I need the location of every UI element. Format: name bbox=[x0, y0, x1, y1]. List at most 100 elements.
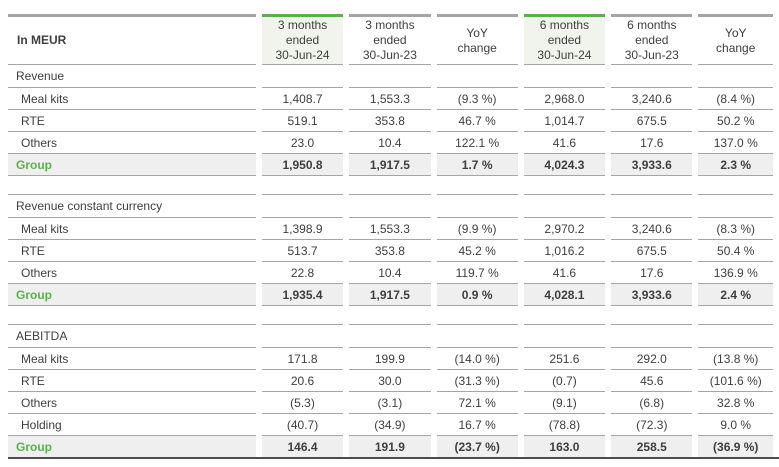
table-row: RTE 519.1 353.8 46.7 % 1,014.7 675.5 50.… bbox=[8, 110, 773, 132]
column-header-line: 30-Jun-23 bbox=[624, 48, 679, 62]
value-cell: 146.4 bbox=[261, 436, 344, 457]
value-cell: (6.8) bbox=[611, 392, 693, 414]
value-cell: 2,968.0 bbox=[523, 88, 606, 110]
value-cell: 10.4 bbox=[349, 132, 431, 154]
table-row: RTE 513.7 353.8 45.2 % 1,016.2 675.5 50.… bbox=[8, 240, 773, 262]
row-label: Others bbox=[8, 392, 256, 414]
empty-cell bbox=[611, 65, 693, 88]
value-cell: (9.9 %) bbox=[436, 218, 518, 240]
value-cell: (13.8 %) bbox=[698, 348, 773, 370]
column-header-line: YoY bbox=[724, 25, 747, 40]
value-cell: 3,933.6 bbox=[611, 154, 693, 176]
empty-cell bbox=[523, 195, 606, 218]
group-total-row: Group 146.4 191.9 (23.7 %) 163.0 258.5 (… bbox=[8, 436, 773, 457]
value-cell: (31.3 %) bbox=[436, 370, 518, 392]
empty-cell bbox=[261, 65, 344, 88]
value-cell: 4,028.1 bbox=[523, 284, 606, 306]
column-header-line: ended bbox=[373, 33, 407, 47]
empty-cell bbox=[349, 65, 431, 88]
value-cell: 1,014.7 bbox=[523, 110, 606, 132]
value-cell: 22.8 bbox=[261, 262, 344, 284]
empty-cell bbox=[698, 65, 773, 88]
value-cell: (9.3 %) bbox=[436, 88, 518, 110]
column-header-yoy-change-3m: YoY change bbox=[436, 14, 518, 65]
table-row: Meal kits 1,408.7 1,553.3 (9.3 %) 2,968.… bbox=[8, 88, 773, 110]
value-cell: 23.0 bbox=[261, 132, 344, 154]
column-header-line: 30-Jun-23 bbox=[362, 48, 417, 62]
column-header-line: ended bbox=[547, 33, 582, 47]
value-cell: 3,240.6 bbox=[611, 218, 693, 240]
value-cell: (3.1) bbox=[349, 392, 431, 414]
value-cell: 137.0 % bbox=[698, 132, 773, 154]
table-row: Others 23.0 10.4 122.1 % 41.6 17.6 137.0… bbox=[8, 132, 773, 154]
value-cell: (9.1) bbox=[523, 392, 606, 414]
empty-cell bbox=[698, 325, 773, 348]
section-title: AEBITDA bbox=[8, 325, 256, 348]
row-label: RTE bbox=[8, 370, 256, 392]
value-cell: (8.4 %) bbox=[698, 88, 773, 110]
table-row: Others 22.8 10.4 119.7 % 41.6 17.6 136.9… bbox=[8, 262, 773, 284]
column-header-line: 6 months bbox=[627, 18, 677, 32]
value-cell: 50.4 % bbox=[698, 240, 773, 262]
empty-cell bbox=[611, 325, 693, 348]
column-header-line: 3 months bbox=[365, 18, 415, 32]
row-label: Others bbox=[8, 262, 256, 284]
value-cell: 3,240.6 bbox=[611, 88, 693, 110]
value-cell: 171.8 bbox=[261, 348, 344, 370]
value-cell: 46.7 % bbox=[436, 110, 518, 132]
value-cell: 0.9 % bbox=[436, 284, 518, 306]
value-cell: 2.4 % bbox=[698, 284, 773, 306]
value-cell: 4,024.3 bbox=[523, 154, 606, 176]
value-cell: 119.7 % bbox=[436, 262, 518, 284]
value-cell: 17.6 bbox=[611, 132, 693, 154]
value-cell: (0.7) bbox=[523, 370, 606, 392]
column-header-6m-ended-30-jun-24: 6 months ended 30-Jun-24 bbox=[523, 14, 606, 65]
group-label: Group bbox=[8, 284, 256, 306]
column-header-line: 3 months bbox=[277, 18, 328, 32]
empty-cell bbox=[523, 325, 606, 348]
row-label: RTE bbox=[8, 240, 256, 262]
value-cell: (34.9) bbox=[349, 414, 431, 436]
value-cell: 72.1 % bbox=[436, 392, 518, 414]
section-title: Revenue constant currency bbox=[8, 195, 256, 218]
table-row: Others (5.3) (3.1) 72.1 % (9.1) (6.8) 32… bbox=[8, 392, 773, 414]
value-cell: 32.8 % bbox=[698, 392, 773, 414]
group-label: Group bbox=[8, 154, 256, 176]
value-cell: (8.3 %) bbox=[698, 218, 773, 240]
column-header-line: YoY bbox=[466, 25, 488, 40]
value-cell: 519.1 bbox=[261, 110, 344, 132]
results-table: In MEUR 3 months ended 30-Jun-24 3 month… bbox=[2, 14, 779, 457]
value-cell: 2.3 % bbox=[698, 154, 773, 176]
value-cell: 20.6 bbox=[261, 370, 344, 392]
value-cell: 1.7 % bbox=[436, 154, 518, 176]
value-cell: 136.9 % bbox=[698, 262, 773, 284]
value-cell: 513.7 bbox=[261, 240, 344, 262]
column-header-yoy-change-6m: YoY change bbox=[698, 14, 773, 65]
column-header-line: change bbox=[716, 40, 756, 55]
value-cell: (101.6 %) bbox=[698, 370, 773, 392]
value-cell: 258.5 bbox=[611, 436, 693, 457]
value-cell: 1,553.3 bbox=[349, 88, 431, 110]
group-total-row: Group 1,935.4 1,917.5 0.9 % 4,028.1 3,93… bbox=[8, 284, 773, 306]
column-header-line: 6 months bbox=[539, 18, 590, 32]
value-cell: 1,408.7 bbox=[261, 88, 344, 110]
value-cell: 1,935.4 bbox=[261, 284, 344, 306]
value-cell: 2,970.2 bbox=[523, 218, 606, 240]
value-cell: 1,917.5 bbox=[349, 154, 431, 176]
empty-cell bbox=[261, 325, 344, 348]
value-cell: 3,933.6 bbox=[611, 284, 693, 306]
section-header-revenue-constant-currency: Revenue constant currency bbox=[8, 195, 773, 218]
empty-cell bbox=[436, 65, 518, 88]
value-cell: 122.1 % bbox=[436, 132, 518, 154]
section-spacer bbox=[8, 176, 773, 195]
value-cell: 353.8 bbox=[349, 110, 431, 132]
empty-cell bbox=[261, 195, 344, 218]
value-cell: 16.7 % bbox=[436, 414, 518, 436]
column-header-line: 30-Jun-24 bbox=[537, 48, 592, 62]
column-header-3m-ended-30-jun-24: 3 months ended 30-Jun-24 bbox=[261, 14, 344, 65]
empty-cell bbox=[698, 195, 773, 218]
value-cell: 30.0 bbox=[349, 370, 431, 392]
row-label: RTE bbox=[8, 110, 256, 132]
empty-cell bbox=[611, 195, 693, 218]
value-cell: 163.0 bbox=[523, 436, 606, 457]
